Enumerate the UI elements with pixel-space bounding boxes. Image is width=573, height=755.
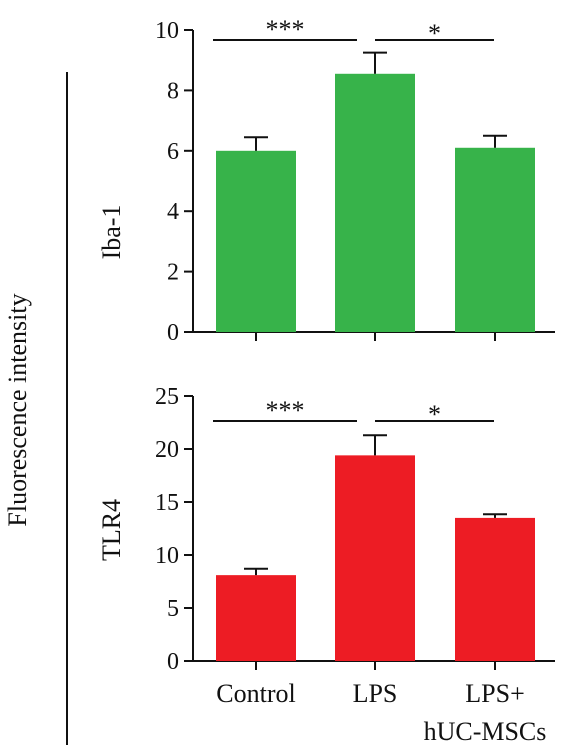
iba1-y-tick-label: 8 (167, 78, 179, 104)
tlr4-category-label: hUC-MSCs (424, 717, 547, 746)
iba1-significance-label: * (428, 19, 441, 48)
iba1-bar (216, 150, 296, 332)
iba1-y-tick-label: 0 (167, 320, 179, 346)
iba1-y-tick-label: 6 (167, 139, 179, 165)
tlr4-y-tick-label: 10 (155, 543, 179, 569)
tlr4-significance-label: * (428, 400, 441, 429)
iba1-y-tick-label: 10 (155, 18, 179, 44)
tlr4-ylabel: TLR4 (97, 499, 126, 561)
iba1-y-tick-label: 2 (167, 260, 179, 286)
tlr4-y-tick-label: 5 (167, 596, 179, 622)
iba1-y-tick-label: 4 (167, 199, 179, 225)
tlr4-category-label: Control (216, 679, 295, 708)
tlr4-category-label: LPS+ (465, 679, 524, 708)
tlr4-bar (455, 517, 535, 661)
tlr4-y-tick-label: 25 (155, 384, 179, 410)
shared-ylabel: Fluorescence intensity (3, 293, 32, 526)
tlr4-y-tick-label: 15 (155, 490, 179, 516)
iba1-bar (455, 147, 535, 332)
tlr4-category-label: LPS (353, 679, 398, 708)
tlr4-y-tick-label: 20 (155, 437, 179, 463)
tlr4-y-tick-label: 0 (167, 649, 179, 675)
tlr4-bar (216, 575, 296, 661)
iba1-ylabel: Iba-1 (97, 205, 126, 260)
tlr4-significance-label: *** (266, 396, 305, 425)
iba1-significance-label: *** (266, 15, 305, 44)
iba1-bar (335, 73, 415, 332)
tlr4-bar (335, 455, 415, 661)
